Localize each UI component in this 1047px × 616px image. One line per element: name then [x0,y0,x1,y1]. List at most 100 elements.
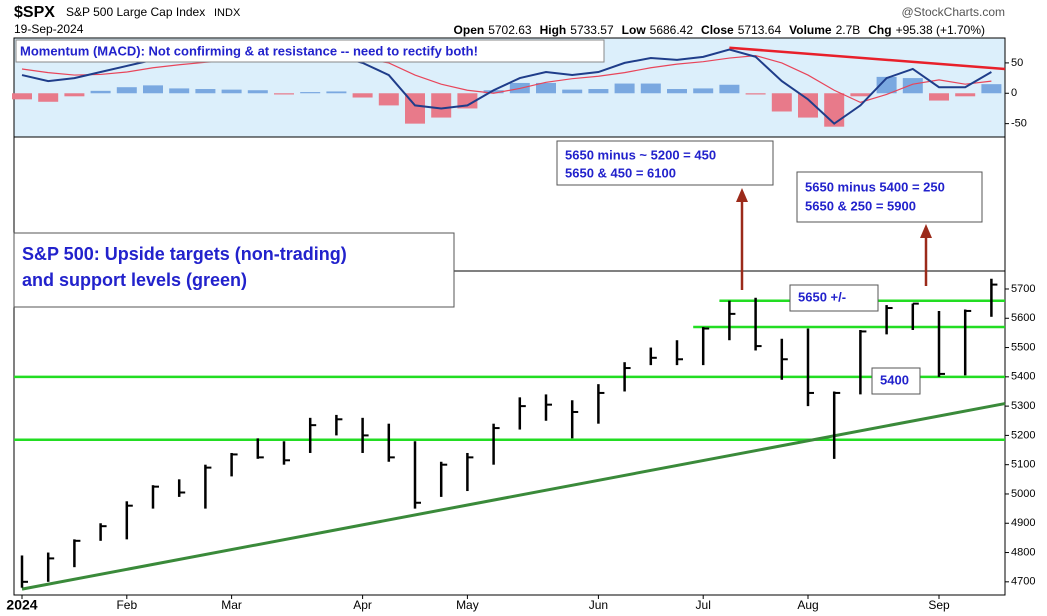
y-tick-label: 4800 [1011,546,1035,558]
histogram-bar [719,84,740,94]
note: 5650 +/- [798,289,846,304]
y-tick-label: 5100 [1011,459,1035,471]
histogram-bar [90,90,111,94]
source: @StockCharts.com [901,5,1005,19]
histogram-bar [116,87,137,94]
histogram-bar [929,93,949,101]
note-box [13,232,455,308]
quote-label: Volume [789,23,832,37]
quote-value: +95.38 (+1.70%) [896,23,985,37]
histogram-bar [614,83,635,94]
x-tick-label: Aug [797,598,818,612]
histogram-bar [247,90,268,94]
resistance-line [729,46,1006,71]
quote-label: Chg [868,23,891,37]
x-tick-label: May [456,598,479,612]
x-tick-label: Jun [589,598,608,612]
histogram-bar [457,93,478,109]
arrow-head [736,188,748,202]
quote-value: 5733.57 [570,23,614,37]
annotations: 5650 minus ~ 5200 = 450 5650 & 450 = 610… [13,39,1005,395]
histogram-bar [274,93,294,95]
quote-value: 5702.63 [488,23,532,37]
histogram-bar [850,93,871,97]
quote-value: 5713.64 [738,23,782,37]
note-box [871,367,921,395]
y-tick-label: 5700 [1011,283,1035,295]
note-box [556,140,774,186]
histogram-bar [221,89,242,94]
histogram-bar [981,84,1002,94]
quote-label: Low [622,23,647,37]
histogram-bar [771,93,792,112]
histogram-bar [38,93,59,102]
quote-label: Open [454,23,485,37]
date: 19-Sep-2024 [14,22,84,36]
note-box [789,284,879,312]
histogram-bar [667,89,687,94]
x-tick-label: Apr [353,598,372,612]
histogram-bar [955,93,976,97]
plot: -50 0 50 4700 4800 4900 5000 5100 5200 5300 5400 55… [6,46,1035,613]
note: 5650 minus ~ 5200 = 450 [565,147,716,162]
histogram-bar [588,89,609,94]
note: S&P 500: Upside targets (non-trading) [22,244,347,264]
histogram-bar [745,93,766,95]
y-tick-label: 5600 [1011,312,1035,324]
quote-value: 2.7B [836,23,861,37]
histogram-bar [12,93,32,100]
x-tick-label: Feb [116,598,137,612]
note: 5650 & 450 = 6100 [565,165,676,180]
x-tick-label: Sep [928,598,950,612]
histogram-bar [640,83,661,94]
histogram-bar [536,82,556,94]
y-tick-label: 5000 [1011,488,1035,500]
histogram-bar [195,89,216,94]
macd-title-box [15,39,605,63]
note-box [796,171,983,223]
note: 5650 minus 5400 = 250 [805,179,945,194]
trendline [21,402,1006,591]
y-tick-label: 4700 [1011,576,1035,588]
histogram-bar [300,92,321,94]
arrow-head [920,224,932,238]
index-name: S&P 500 Large Cap Index [66,5,205,19]
x-tick-label: Jul [696,598,711,612]
symbol: $SPX [14,4,55,21]
note: and support levels (green) [22,270,247,290]
note: 5400 [880,372,909,387]
histogram-bar [169,88,190,94]
y-tick-label: 5500 [1011,341,1035,353]
quote-label: Close [701,23,734,37]
note: 5650 & 250 = 5900 [805,198,916,213]
x-tick-label: 2024 [6,597,37,613]
histogram-bar [378,93,399,106]
y-tick-label: 5200 [1011,429,1035,441]
histogram-bar [562,89,583,94]
y-tick-label: -50 [1011,118,1027,130]
y-tick-label: 0 [1011,87,1017,99]
y-tick-label: 4900 [1011,517,1035,529]
y-tick-label: 5300 [1011,400,1035,412]
histogram-bar [798,93,818,118]
quote-label: High [540,23,567,37]
histogram-bar [352,93,373,98]
histogram-bar [64,93,85,97]
macd-title: Momentum (MACD): Not confirming & at res… [20,43,478,58]
histogram-bar [431,93,452,118]
y-tick-label: 5400 [1011,371,1035,383]
histogram-bar [824,93,845,127]
quote: Open 5702.63 High 5733.57 Low 5686.42 Close 571… [454,23,985,37]
histogram-bar [143,85,163,94]
x-tick-label: Mar [221,598,242,612]
histogram-bar [483,90,504,94]
y-tick-label: 50 [1011,57,1023,69]
histogram-bar [326,91,347,94]
macd-line [21,55,992,104]
histogram-bar [693,88,714,94]
exchange: INDX [214,7,241,19]
histogram-bar [902,78,923,94]
histogram-bar [876,76,897,94]
